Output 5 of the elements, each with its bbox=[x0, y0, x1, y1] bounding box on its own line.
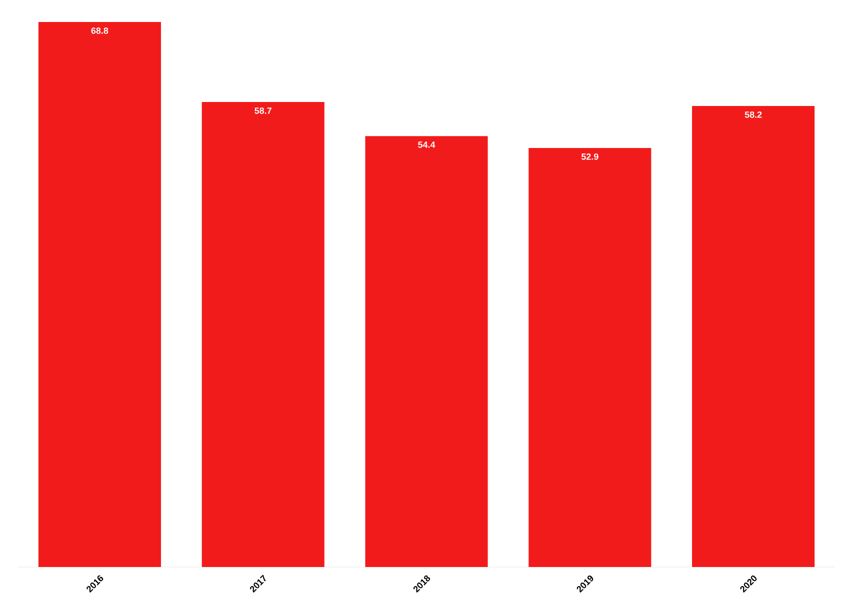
data-label: 58.2 bbox=[744, 111, 762, 118]
data-label: 68.8 bbox=[91, 28, 108, 34]
data-label: 52.9 bbox=[581, 153, 598, 160]
data-label: 58.7 bbox=[254, 108, 272, 114]
data-label: 54.4 bbox=[418, 142, 436, 148]
